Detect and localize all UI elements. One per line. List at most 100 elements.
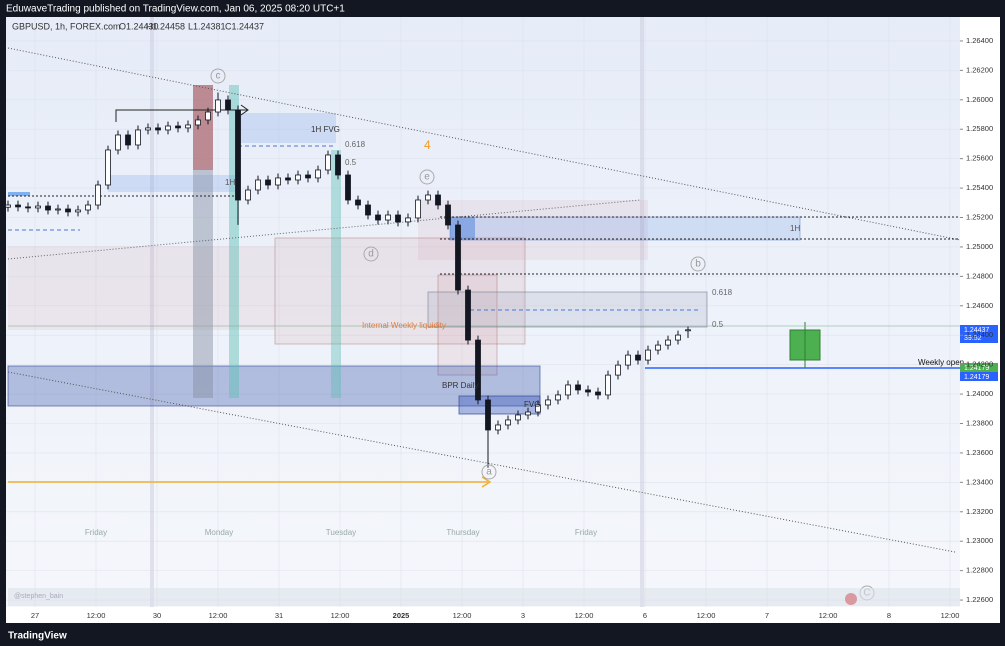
annotation: 0.5 [712,320,724,329]
candle-body [175,125,181,129]
arrow-head [481,476,492,488]
x-tick-label: 8 [887,611,891,620]
countdown: 39:52 [964,335,982,342]
zone [450,217,475,240]
candle-body [225,99,231,111]
candle-body [625,354,631,366]
candle-body [255,179,261,191]
candle-body [275,177,281,186]
annotation: 1H [225,178,235,187]
candle-body [635,354,641,361]
candle-body [445,204,451,226]
candle-body [645,349,651,361]
y-tick-label: 1.23600 [966,448,993,457]
zone [193,85,213,170]
x-tick-label: 12:00 [331,611,350,620]
candle-body [535,404,541,413]
zone [238,113,336,143]
candle-body [345,174,351,201]
annotation: Internal Weekly liquidity [362,321,446,330]
annotation: 4 [424,138,431,152]
candle-body [505,419,511,426]
day-label: Tuesday [326,528,356,537]
candle-body [315,169,321,179]
candle-body [615,364,621,376]
price-label-box [960,325,998,343]
publish-line: EduwaveTrading published on TradingView.… [6,4,345,15]
annotation: BPR Daily [442,381,478,390]
day-label: Friday [85,528,107,537]
x-tick-label: 12:00 [575,611,594,620]
x-tick-label: 27 [31,611,39,620]
candle-body [605,374,611,396]
candle-body [125,134,131,146]
price-label: 1.24179 [964,365,989,372]
y-tick-label: 1.25600 [966,154,993,163]
candle-body [265,179,271,186]
annotation: 0.618 [712,288,733,297]
candle-body [415,199,421,219]
wave-label: c [216,71,221,82]
candle-body [555,394,561,401]
zone [274,237,526,345]
x-tick-label: 12:00 [697,611,716,620]
y-tick-label: 1.24200 [966,360,993,369]
zone [331,150,341,398]
grid [6,17,960,607]
zone [108,175,238,192]
candle-body [485,399,491,431]
wave-label: b [695,259,701,270]
wave-label: e [424,172,430,183]
watermark: @stephen_bain [14,593,63,600]
candle-body [475,339,481,401]
y-tick-label: 1.25200 [966,212,993,221]
x-tick-label: 2025 [393,611,410,620]
y-tick-label: 1.24000 [966,389,993,398]
x-tick-label: 12:00 [453,611,472,620]
ohlc-high: H1.24458 [146,21,185,31]
candle-body [245,189,251,201]
candle-body [95,184,101,206]
candle-body [135,129,141,146]
annotation: Weekly open [918,358,964,367]
candle-body [595,391,601,396]
candle-body [365,204,371,216]
candle-body [565,384,571,396]
zone [8,246,275,330]
y-tick-label: 1.24400 [966,330,993,339]
x-tick-label: 3 [521,611,525,620]
candle-body [105,149,111,186]
candle-body [295,174,301,181]
zone [8,192,30,196]
wave-marker [690,256,706,272]
candle-body [75,209,81,213]
ohlc-open: O1.24430 [119,21,159,31]
plot-area [6,17,960,607]
x-tick-label: 6 [643,611,647,620]
zone [229,85,239,398]
annotation: 0.618 [345,140,366,149]
candle-body [205,111,211,121]
x-tick-label: 31 [275,611,283,620]
wave-marker [419,169,435,185]
candle-body [665,339,671,346]
y-tick-label: 1.22800 [966,566,993,575]
price-axis [960,17,1000,623]
candle-body [525,411,531,416]
candle-body [515,414,521,421]
wave-marker [481,464,497,480]
candle-body [5,204,11,208]
candle-body [425,194,431,201]
y-tick-label: 1.25000 [966,242,993,251]
arrow [115,104,249,122]
candle-body [335,154,341,176]
y-tick-label: 1.24600 [966,301,993,310]
candle-body [355,199,361,206]
day-label: Monday [205,528,233,537]
x-tick-label: 30 [153,611,161,620]
annotation: 0.5 [345,158,357,167]
time-axis [6,607,960,623]
candle-body [465,289,471,341]
price-label: 1.24179 [964,374,989,381]
